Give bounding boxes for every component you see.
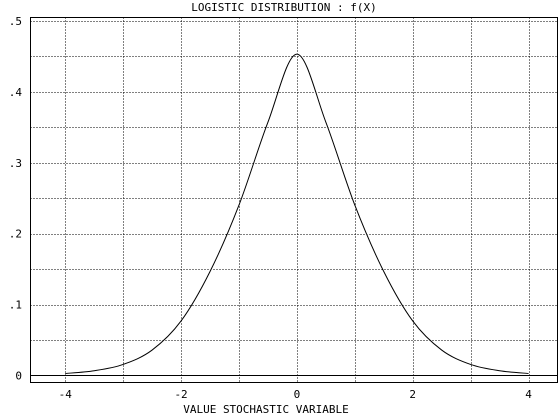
y-tick-label: .5 <box>9 15 22 28</box>
x-axis-label: VALUE STOCHASTIC VARIABLE <box>183 403 349 416</box>
x-tick-label: 0 <box>294 388 301 401</box>
chart-title: LOGISTIC DISTRIBUTION : f(X) <box>191 1 376 14</box>
x-tick-label: 2 <box>409 388 416 401</box>
y-tick-label: .3 <box>9 157 22 170</box>
y-tick-label: .4 <box>9 86 23 99</box>
plot-frame <box>30 17 558 383</box>
x-tick-label: -2 <box>174 388 187 401</box>
density-curve <box>65 53 529 374</box>
x-tick-label: -4 <box>59 388 73 401</box>
x-tick-label: 4 <box>525 388 532 401</box>
y-tick-label: .2 <box>9 228 22 241</box>
axis-ticks: -4 -2 0 2 4 0 .1 .2 .3 .4 .5 <box>9 15 532 401</box>
y-tick-label: .1 <box>9 299 22 312</box>
y-tick-label: 0 <box>15 369 22 382</box>
gridlines <box>30 17 558 383</box>
